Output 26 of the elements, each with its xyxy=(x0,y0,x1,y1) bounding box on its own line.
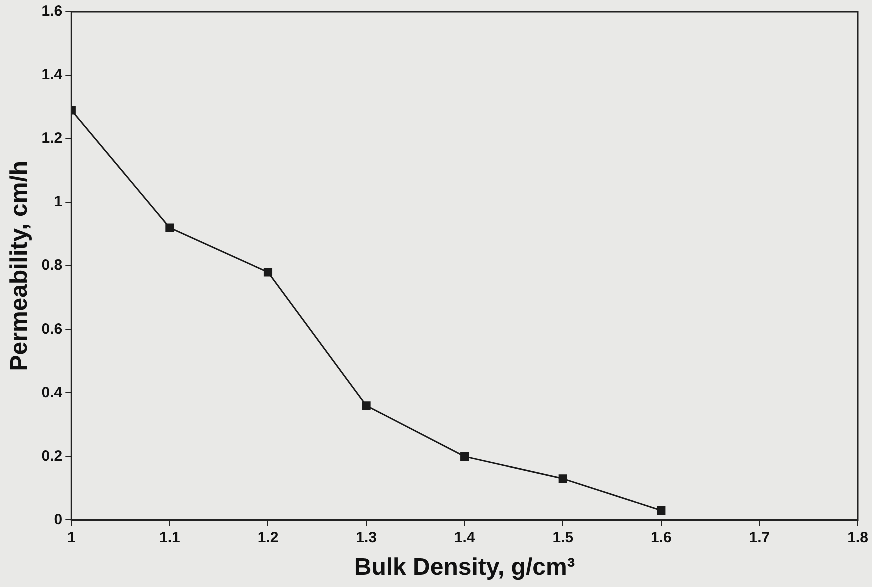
y-tick-label: 1.6 xyxy=(42,3,63,20)
y-axis-title: Permeability, cm/h xyxy=(6,160,34,372)
point xyxy=(362,402,371,410)
y-tick-label: 0.6 xyxy=(42,320,63,338)
y-tick-label: 0.2 xyxy=(42,448,63,465)
x-tick-label: 1.6 xyxy=(650,529,672,546)
x-tick-label: 1.2 xyxy=(258,529,279,546)
x-tick-label: 1.4 xyxy=(454,529,476,546)
x-tick-label: 1.7 xyxy=(749,529,770,546)
x-axis-title: Bulk Density, g/cm³ xyxy=(354,554,576,582)
point xyxy=(264,268,273,277)
y-tick-label: 0.4 xyxy=(42,384,64,402)
x-tick-label: 1.8 xyxy=(848,529,868,546)
y-tick-label: 1.2 xyxy=(42,130,63,148)
y-tick-label: 0.8 xyxy=(42,257,63,274)
x-tick-label: 1.1 xyxy=(160,529,180,546)
point xyxy=(166,224,174,232)
y-tick-label: 0 xyxy=(54,511,63,528)
y-tick-label: 1.4 xyxy=(42,66,64,84)
x-tick-label: 1.3 xyxy=(356,529,377,546)
x-tick-label: 1.5 xyxy=(552,529,574,546)
y-tick-label: 1 xyxy=(54,194,63,211)
point xyxy=(460,452,470,461)
point xyxy=(657,506,666,515)
point xyxy=(558,474,568,484)
x-tick-label: 1 xyxy=(67,529,76,546)
